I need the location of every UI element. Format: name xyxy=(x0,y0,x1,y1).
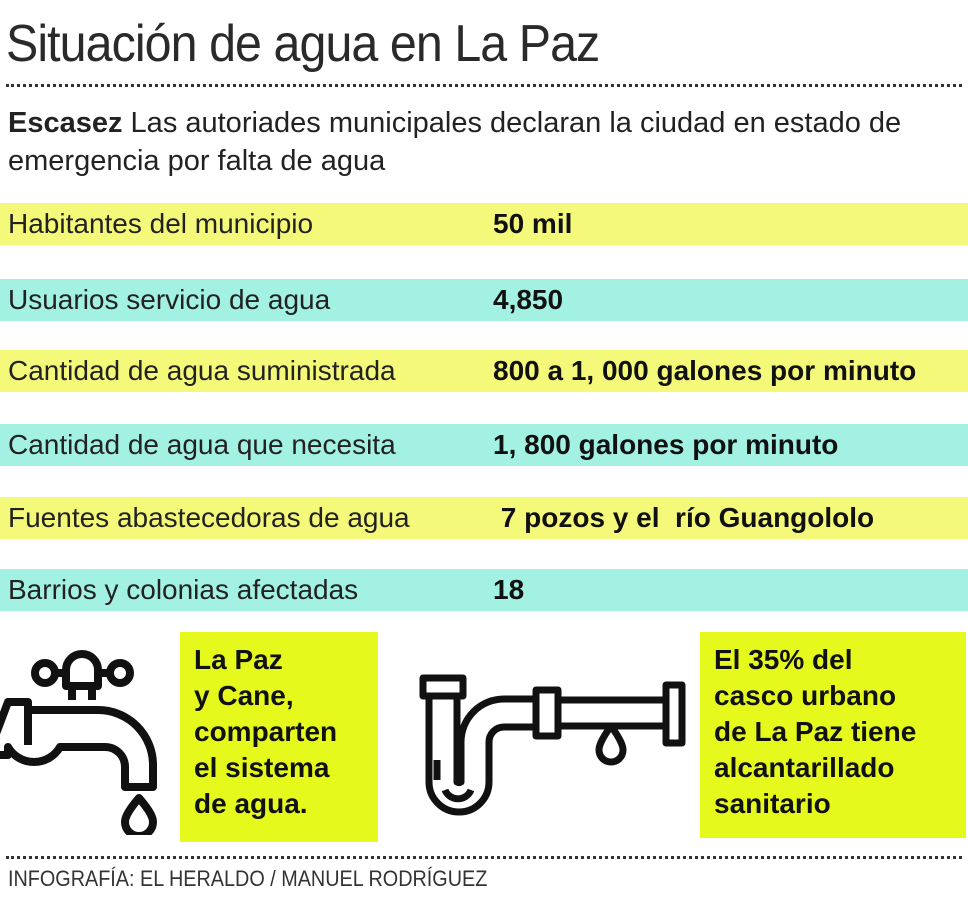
divider xyxy=(6,856,962,859)
box-line: el sistema xyxy=(194,752,330,783)
row-value: 4,850 xyxy=(493,284,564,315)
row-value: 7 pozos y el río Guangololo xyxy=(493,502,875,533)
box-line: y Cane, xyxy=(194,680,294,711)
box-line: alcantarillado xyxy=(714,752,895,783)
row-label: Barrios y colonias afectadas xyxy=(8,574,359,605)
row-label: Fuentes abastecedoras de agua xyxy=(8,502,410,533)
box-line: de agua. xyxy=(194,788,308,819)
intro-text: Escasez Las autoriades municipales decla… xyxy=(8,104,958,180)
row-label: Usuarios servicio de agua xyxy=(8,284,331,315)
row-value: 800 a 1, 000 galones por minuto xyxy=(493,355,917,386)
box-line: El 35% del xyxy=(714,644,853,675)
table-row: Cantidad de agua que necesita 1, 800 galo… xyxy=(0,424,968,466)
table-row: Cantidad de agua suministrada 800 a 1, 00… xyxy=(0,350,968,392)
box-line: comparten xyxy=(194,716,338,747)
row-label: Cantidad de agua que necesita xyxy=(8,429,396,460)
table-row: Fuentes abastecedoras de agua 7 pozos y … xyxy=(0,497,968,539)
pipe-icon xyxy=(419,674,686,816)
page-title: Situación de agua en La Paz xyxy=(6,15,600,73)
info-box-sanitation: El 35% del casco urbano de La Paz tiene … xyxy=(700,632,966,838)
box-line: sanitario xyxy=(714,788,831,819)
row-value: 50 mil xyxy=(493,208,573,239)
table-row: Habitantes del municipio 50 mil xyxy=(0,203,968,245)
table-row: Usuarios servicio de agua 4,850 xyxy=(0,279,968,321)
row-value: 1, 800 galones por minuto xyxy=(493,429,839,460)
table-row: Barrios y colonias afectadas 18 xyxy=(0,569,968,611)
intro-lead: Escasez xyxy=(8,107,123,139)
box-line: de La Paz tiene xyxy=(714,716,917,747)
box-line: casco urbano xyxy=(714,680,897,711)
box-line: La Paz xyxy=(194,644,283,675)
credit: INFOGRAFÍA: EL HERALDO / MANUEL RODRÍGUE… xyxy=(8,866,488,891)
row-label: Habitantes del municipio xyxy=(8,208,314,239)
row-label: Cantidad de agua suministrada xyxy=(8,355,396,386)
intro-body: Las autoriades municipales declaran la c… xyxy=(8,107,902,177)
faucet-icon xyxy=(0,650,157,835)
divider xyxy=(6,84,962,87)
info-box-shared-system: La Paz y Cane, comparten el sistema de a… xyxy=(180,632,378,842)
row-value: 18 xyxy=(493,574,525,605)
